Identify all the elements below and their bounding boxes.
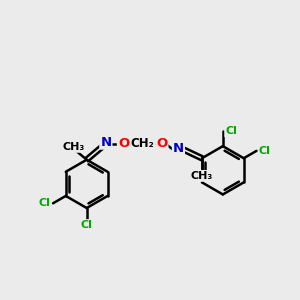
Text: CH₃: CH₃ [191,171,213,181]
Text: N: N [173,142,184,155]
Text: Cl: Cl [259,146,271,156]
Text: Cl: Cl [81,220,93,230]
Text: Cl: Cl [225,126,237,136]
Text: Cl: Cl [39,198,51,208]
Text: O: O [156,137,167,150]
Text: CH₂: CH₂ [131,137,154,150]
Text: N: N [100,136,111,149]
Text: CH₃: CH₃ [62,142,84,152]
Text: O: O [118,137,129,150]
